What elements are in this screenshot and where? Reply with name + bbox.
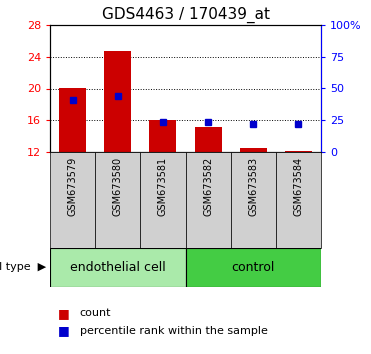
Bar	[276, 152, 321, 248]
Text: GSM673580: GSM673580	[113, 157, 123, 216]
Title: GDS4463 / 170439_at: GDS4463 / 170439_at	[102, 7, 269, 23]
Text: count: count	[80, 308, 111, 318]
Bar	[240, 148, 267, 152]
Bar	[59, 88, 86, 152]
Bar	[186, 248, 321, 287]
Text: GSM673581: GSM673581	[158, 157, 168, 216]
Bar	[150, 120, 177, 152]
Text: GSM673582: GSM673582	[203, 157, 213, 216]
Text: percentile rank within the sample: percentile rank within the sample	[80, 326, 267, 336]
Text: GSM673579: GSM673579	[68, 157, 78, 216]
Bar	[95, 152, 140, 248]
Text: cell type  ▶: cell type ▶	[0, 262, 46, 272]
Text: endothelial cell: endothelial cell	[70, 261, 166, 274]
Bar	[104, 51, 131, 152]
Text: control: control	[232, 261, 275, 274]
Text: GSM673584: GSM673584	[293, 157, 303, 216]
Bar	[186, 152, 231, 248]
Bar	[50, 248, 186, 287]
Bar	[194, 127, 221, 152]
Text: GSM673583: GSM673583	[248, 157, 258, 216]
Text: ■: ■	[58, 325, 69, 337]
Bar	[231, 152, 276, 248]
Text: ■: ■	[58, 307, 69, 320]
Bar	[140, 152, 186, 248]
Bar	[50, 152, 95, 248]
